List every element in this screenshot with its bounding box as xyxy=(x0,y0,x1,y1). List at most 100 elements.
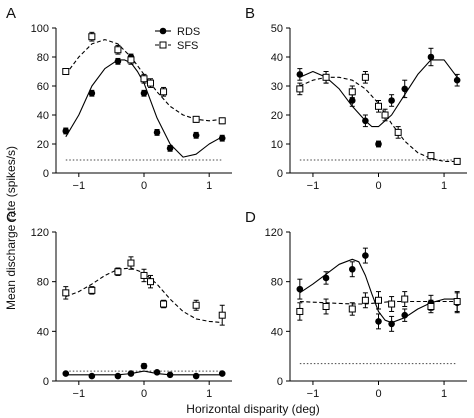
x-tick-label: 0 xyxy=(141,388,147,400)
sfs-point xyxy=(453,157,461,165)
sfs-point xyxy=(388,300,396,308)
rds-point xyxy=(453,76,461,84)
x-tick-label: −1 xyxy=(73,180,86,192)
sfs-point xyxy=(427,303,435,310)
y-axis-label: Mean discharge rate (spikes/s) xyxy=(4,146,18,310)
rds-fit-curve xyxy=(299,59,458,128)
y-tick-label: 80 xyxy=(271,277,283,289)
sfs-point xyxy=(296,307,304,315)
y-tick-label: 20 xyxy=(271,110,283,122)
rds-point xyxy=(362,252,369,259)
sfs-point xyxy=(322,73,330,81)
rds-point xyxy=(348,97,356,104)
rds-point xyxy=(88,372,96,380)
panel-label: C xyxy=(6,209,17,226)
y-tick-label: 0 xyxy=(43,168,49,180)
x-axis-label: Horizontal disparity (deg) xyxy=(186,402,319,416)
y-tick-label: 0 xyxy=(277,168,283,180)
sfs-point xyxy=(322,303,330,310)
sfs-point xyxy=(427,152,435,160)
panel-a: A 0 20 40 60 80 100 −1 0 1 RDS SFS xyxy=(6,5,232,192)
x-tick-label: 1 xyxy=(206,388,212,400)
y-tick-label: 60 xyxy=(37,81,49,93)
sfs-point xyxy=(147,79,155,87)
rds-point xyxy=(375,318,382,325)
sfs-point xyxy=(192,115,200,123)
sfs-point xyxy=(348,88,356,96)
sfs-point xyxy=(88,286,96,294)
y-tick-label: 120 xyxy=(265,227,283,239)
rds-point xyxy=(218,370,226,377)
rds-point xyxy=(192,132,200,139)
sfs-point xyxy=(88,33,96,41)
panel-label: B xyxy=(245,5,255,22)
sfs-point xyxy=(127,259,135,267)
rds-point xyxy=(140,362,148,370)
rds-point xyxy=(114,58,122,65)
rds-point xyxy=(166,371,174,379)
legend-sfs-marker xyxy=(159,41,167,49)
y-tick-label: 80 xyxy=(37,52,49,64)
rds-point xyxy=(401,85,409,93)
y-tick-label: 40 xyxy=(271,326,283,338)
legend-rds-label: RDS xyxy=(177,26,200,38)
sfs-point xyxy=(375,102,382,110)
rds-point xyxy=(62,127,70,135)
x-tick-label: 0 xyxy=(375,388,381,400)
rds-point xyxy=(375,140,382,148)
sfs-point xyxy=(140,271,148,279)
x-tick-label: −1 xyxy=(307,180,320,192)
sfs-point xyxy=(361,73,369,81)
legend-rds-marker xyxy=(159,27,167,35)
x-tick-label: −1 xyxy=(307,388,320,400)
rds-point xyxy=(296,71,304,78)
sfs-point xyxy=(394,128,402,136)
sfs-point xyxy=(348,305,356,313)
sfs-point xyxy=(160,300,168,308)
panel-label: A xyxy=(6,5,16,22)
y-tick-label: 50 xyxy=(271,23,283,35)
sfs-point xyxy=(62,289,70,297)
sfs-point xyxy=(375,296,382,304)
rds-point xyxy=(401,311,409,319)
y-tick-label: 120 xyxy=(31,227,49,239)
sfs-point xyxy=(114,268,122,276)
sfs-fit-curve xyxy=(299,76,458,162)
rds-point xyxy=(362,117,369,125)
x-tick-label: 0 xyxy=(375,180,381,192)
rds-point xyxy=(427,53,435,61)
sfs-point xyxy=(401,295,409,303)
legend-sfs-label: SFS xyxy=(177,40,198,52)
rds-point xyxy=(127,370,135,377)
sfs-point xyxy=(361,296,369,304)
rds-fit-curve xyxy=(299,258,458,324)
rds-point xyxy=(88,89,96,97)
y-tick-label: 30 xyxy=(271,81,283,93)
rds-point xyxy=(218,134,226,142)
rds-fit-curve xyxy=(65,370,223,376)
y-tick-label: 0 xyxy=(43,376,49,388)
y-tick-label: 40 xyxy=(37,326,49,338)
rds-point xyxy=(114,372,122,380)
sfs-point xyxy=(114,46,122,54)
sfs-point xyxy=(140,75,148,83)
sfs-point xyxy=(160,88,168,96)
y-tick-label: 0 xyxy=(277,376,283,388)
panel-b: B 0 10 20 30 40 50 −1 0 1 xyxy=(245,5,467,192)
rds-point xyxy=(153,369,161,376)
x-tick-label: 0 xyxy=(141,180,147,192)
sfs-point xyxy=(453,298,461,306)
rds-point xyxy=(62,370,70,377)
rds-point xyxy=(388,97,395,104)
sfs-point xyxy=(218,117,226,125)
sfs-point xyxy=(62,68,70,75)
rds-point xyxy=(348,265,356,273)
panel-c: C 0 40 80 120 −1 0 1 xyxy=(6,209,232,400)
rds-point xyxy=(140,89,148,97)
rds-point xyxy=(388,320,395,328)
y-tick-label: 20 xyxy=(37,139,49,151)
y-tick-label: 40 xyxy=(271,52,283,64)
sfs-point xyxy=(127,56,135,64)
x-tick-label: 1 xyxy=(441,388,447,400)
